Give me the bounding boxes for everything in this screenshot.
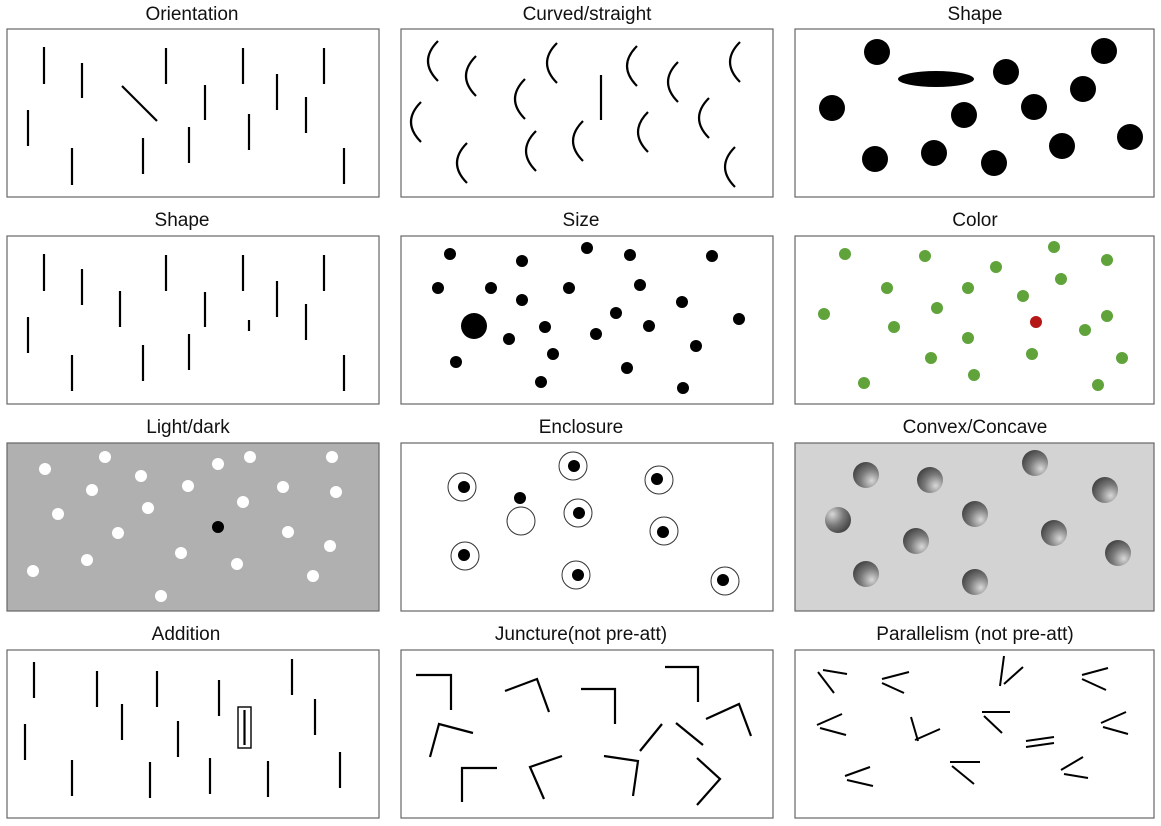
panel-curved-straight	[400, 28, 774, 198]
odd-ellipse	[898, 71, 974, 87]
odd-enclosed-bar	[237, 706, 252, 749]
panel-title-enclosure: Enclosure	[538, 417, 624, 438]
shaded-spheres	[853, 450, 1131, 595]
odd-diagonal-bar	[121, 85, 158, 122]
panel-title-light-dark: Light/dark	[146, 417, 230, 438]
white-dots	[27, 451, 342, 602]
panel-title-addition: Addition	[151, 624, 221, 645]
odd-concave-sphere	[825, 507, 851, 533]
panel-shape-ellipse	[794, 28, 1155, 198]
panel-orientation	[6, 28, 380, 198]
panel-frame	[6, 649, 380, 819]
enclosure-rings	[447, 451, 740, 596]
green-dots	[818, 241, 1128, 391]
panel-color	[794, 235, 1155, 405]
l-shapes	[416, 665, 753, 806]
odd-red-dot	[1030, 316, 1042, 328]
panel-title-shape-short: Shape	[154, 210, 210, 231]
vertical-bars	[23, 659, 342, 798]
odd-unenclosed-dot	[514, 492, 526, 504]
panel-frame	[6, 235, 380, 405]
small-dots	[432, 242, 745, 394]
panel-title-size: Size	[562, 210, 600, 231]
panel-parallelism	[794, 649, 1155, 819]
circle-items	[819, 38, 1143, 176]
panel-size	[400, 235, 774, 405]
panel-frame	[400, 235, 774, 405]
panel-shape-short	[6, 235, 380, 405]
odd-large-dot	[461, 313, 487, 339]
panel-frame	[400, 649, 774, 819]
curved-arcs	[409, 40, 741, 188]
odd-empty-ring	[506, 506, 536, 536]
panel-light-dark	[6, 442, 380, 612]
panel-title-parallelism: Parallelism (not pre-att)	[876, 624, 1074, 645]
panel-frame	[400, 28, 774, 198]
panel-title-shape: Shape	[947, 4, 1003, 25]
line-pairs	[816, 655, 1129, 787]
panel-title-juncture: Juncture(not pre-att)	[494, 624, 668, 645]
panel-convex-concave	[794, 442, 1155, 612]
panel-frame	[6, 442, 380, 612]
panel-title-curved-straight: Curved/straight	[522, 4, 652, 25]
panel-title-orientation: Orientation	[145, 4, 239, 25]
panel-addition	[6, 649, 380, 819]
enclosed-dots	[458, 460, 729, 586]
panel-frame	[6, 28, 380, 198]
panel-juncture	[400, 649, 774, 819]
panel-frame	[794, 649, 1155, 819]
panel-title-color: Color	[952, 210, 998, 231]
panel-title-convex-concave: Convex/Concave	[902, 417, 1048, 438]
vertical-bars	[26, 254, 346, 391]
odd-dark-dot	[212, 521, 224, 533]
panel-enclosure	[400, 442, 774, 612]
vertical-bars	[26, 47, 346, 185]
